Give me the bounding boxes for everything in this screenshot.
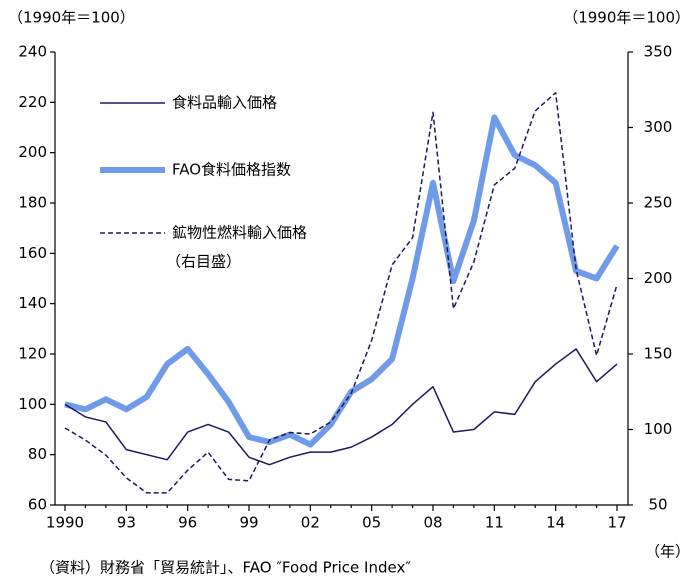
legend-label: 鉱物性燃料輸入価格 bbox=[172, 224, 307, 242]
y-tick-label: 80 bbox=[28, 445, 47, 463]
legend-note: （右目盛） bbox=[166, 253, 241, 271]
y2-axis-label: （1990年＝100） bbox=[563, 9, 690, 27]
y-tick-label: 120 bbox=[18, 345, 47, 363]
y2-tick-label: 50 bbox=[648, 496, 667, 514]
series-line bbox=[64, 348, 618, 466]
y-tick-label: 200 bbox=[18, 143, 47, 161]
x-tick-label: 17 bbox=[607, 514, 626, 532]
x-tick-label: 96 bbox=[178, 514, 197, 532]
y2-tick-label: 250 bbox=[644, 194, 673, 212]
x-tick-label: 93 bbox=[117, 514, 136, 532]
y-tick-label: 220 bbox=[18, 93, 47, 111]
y-axis-label: （1990年＝100） bbox=[8, 9, 135, 27]
y2-tick-label: 200 bbox=[644, 269, 673, 287]
y2-tick-label: 300 bbox=[644, 118, 673, 136]
x-tick-label: 11 bbox=[485, 514, 504, 532]
y-tick-label: 60 bbox=[28, 496, 47, 514]
y-tick-label: 140 bbox=[18, 294, 47, 312]
y2-tick-label: 150 bbox=[644, 345, 673, 363]
x-tick-label: 14 bbox=[546, 514, 565, 532]
y-tick-label: 180 bbox=[18, 194, 47, 212]
legend-label: FAO食料価格指数 bbox=[172, 161, 291, 179]
y2-tick-label: 100 bbox=[644, 420, 673, 438]
legend-label: 食料品輸入価格 bbox=[172, 94, 277, 112]
x-tick-label: 08 bbox=[423, 514, 442, 532]
series-line bbox=[64, 92, 618, 494]
y-tick-label: 160 bbox=[18, 244, 47, 262]
y-tick-label: 240 bbox=[18, 43, 47, 61]
x-axis-label: （年） bbox=[645, 543, 690, 561]
x-tick-label: 99 bbox=[239, 514, 258, 532]
source-note: （資料）財務省「貿易統計」、FAO ″Food Price Index″ bbox=[40, 559, 411, 577]
y2-tick-label: 350 bbox=[644, 43, 673, 61]
y-tick-label: 100 bbox=[18, 395, 47, 413]
x-tick-label: 02 bbox=[301, 514, 320, 532]
x-tick-label: 05 bbox=[362, 514, 381, 532]
x-tick-label: 1990 bbox=[46, 514, 84, 532]
series-line bbox=[64, 114, 620, 448]
